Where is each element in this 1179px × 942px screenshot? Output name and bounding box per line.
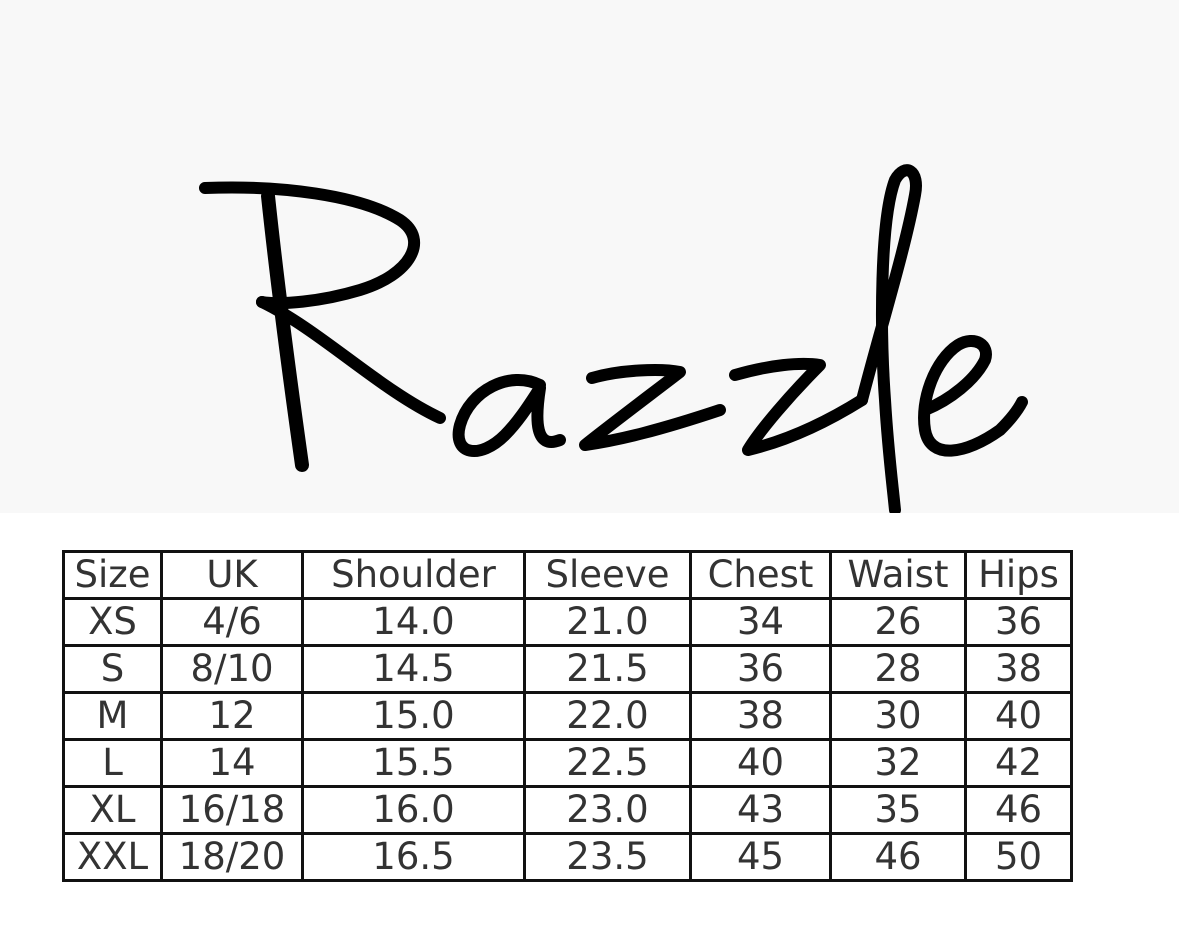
header-hips: Hips <box>964 550 1073 600</box>
table-header-row: Size UK Shoulder Sleeve Chest Waist Hips <box>62 550 1073 600</box>
cell-shoulder: 14.5 <box>301 644 526 694</box>
cell-chest: 40 <box>689 738 832 788</box>
cell-waist: 46 <box>829 832 967 882</box>
cell-size: XL <box>62 785 163 835</box>
cell-shoulder: 15.0 <box>301 691 526 741</box>
cell-chest: 36 <box>689 644 832 694</box>
cell-chest: 38 <box>689 691 832 741</box>
header-uk: UK <box>160 550 304 600</box>
cell-chest: 43 <box>689 785 832 835</box>
cell-waist: 32 <box>829 738 967 788</box>
cell-size: M <box>62 691 163 741</box>
cell-shoulder: 16.5 <box>301 832 526 882</box>
cell-size: XS <box>62 597 163 647</box>
cell-hips: 38 <box>964 644 1073 694</box>
cell-sleeve: 23.0 <box>523 785 692 835</box>
cell-sleeve: 22.5 <box>523 738 692 788</box>
razzle-logo <box>199 164 1028 513</box>
header-size: Size <box>62 550 163 600</box>
header-chest: Chest <box>689 550 832 600</box>
cell-uk: 4/6 <box>160 597 304 647</box>
table-row: S 8/10 14.5 21.5 36 28 38 <box>62 644 1073 694</box>
cell-shoulder: 15.5 <box>301 738 526 788</box>
cell-hips: 46 <box>964 785 1073 835</box>
cell-hips: 36 <box>964 597 1073 647</box>
cell-chest: 34 <box>689 597 832 647</box>
cell-hips: 40 <box>964 691 1073 741</box>
cell-chest: 45 <box>689 832 832 882</box>
table-row: M 12 15.0 22.0 38 30 40 <box>62 691 1073 741</box>
header-waist: Waist <box>829 550 967 600</box>
cell-waist: 28 <box>829 644 967 694</box>
cell-uk: 18/20 <box>160 832 304 882</box>
cell-uk: 16/18 <box>160 785 304 835</box>
logo-area <box>199 164 1028 513</box>
cell-uk: 8/10 <box>160 644 304 694</box>
cell-uk: 12 <box>160 691 304 741</box>
header-shoulder: Shoulder <box>301 550 526 600</box>
cell-waist: 35 <box>829 785 967 835</box>
cell-waist: 26 <box>829 597 967 647</box>
cell-sleeve: 23.5 <box>523 832 692 882</box>
cell-sleeve: 22.0 <box>523 691 692 741</box>
table-row: XL 16/18 16.0 23.0 43 35 46 <box>62 785 1073 835</box>
cell-size: XXL <box>62 832 163 882</box>
cell-sleeve: 21.0 <box>523 597 692 647</box>
cell-hips: 42 <box>964 738 1073 788</box>
table-row: XS 4/6 14.0 21.0 34 26 36 <box>62 597 1073 647</box>
cell-waist: 30 <box>829 691 967 741</box>
table-row: XXL 18/20 16.5 23.5 45 46 50 <box>62 832 1073 882</box>
cell-shoulder: 16.0 <box>301 785 526 835</box>
cell-sleeve: 21.5 <box>523 644 692 694</box>
header-sleeve: Sleeve <box>523 550 692 600</box>
cell-size: L <box>62 738 163 788</box>
table-row: L 14 15.5 22.5 40 32 42 <box>62 738 1073 788</box>
cell-shoulder: 14.0 <box>301 597 526 647</box>
cell-size: S <box>62 644 163 694</box>
cell-uk: 14 <box>160 738 304 788</box>
cell-hips: 50 <box>964 832 1073 882</box>
size-chart-table: Size UK Shoulder Sleeve Chest Waist Hips… <box>62 550 1073 882</box>
